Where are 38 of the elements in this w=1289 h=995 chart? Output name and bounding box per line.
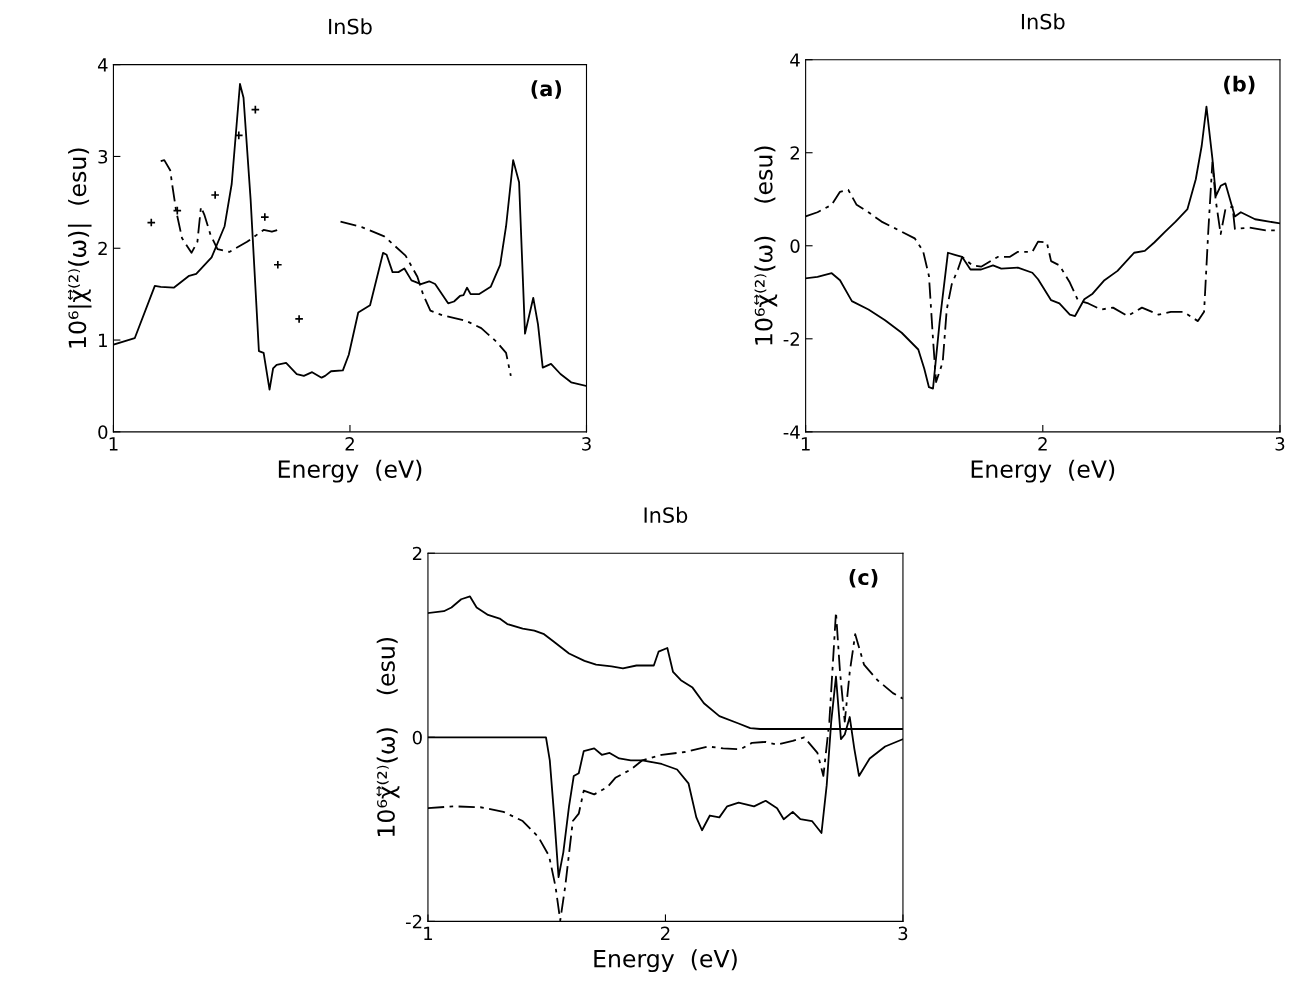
y-axis-title: 10⁶|χ⃡⁽²⁾(ω)| (esu) (67, 148, 92, 348)
x-tick-label: 1 (109, 437, 118, 451)
y-tick-label: 2 (790, 146, 799, 160)
y-tick-label: 0 (412, 730, 422, 745)
annotation: (c) (849, 568, 878, 588)
y-tick-label: 0 (98, 425, 108, 439)
x-tick-label: 3 (1275, 437, 1285, 451)
x-axis-title: Energy (eV) (971, 459, 1115, 483)
annotation: (b) (1224, 75, 1255, 95)
y-axis-title: 10⁶χ⃡⁽²⁾(ω) (esu) (754, 146, 778, 345)
x-tick-label: 3 (898, 926, 908, 941)
chart-title: InSb (644, 506, 688, 523)
y-tick-label: 0 (790, 239, 800, 253)
y-tick-label: -4 (783, 425, 800, 439)
x-axis-title: Energy (eV) (278, 459, 422, 483)
y-tick-label: 2 (412, 546, 422, 561)
y-tick-label: -2 (783, 332, 799, 346)
chart-title: InSb (329, 18, 372, 35)
x-tick-label: 2 (661, 926, 670, 940)
y-tick-label: -2 (405, 914, 422, 929)
point (294, 314, 304, 324)
y-tick-label: 3 (98, 149, 108, 164)
y-tick-label: 4 (97, 58, 108, 72)
y-tick-label: 4 (790, 53, 800, 67)
point (260, 212, 270, 222)
point (273, 260, 283, 270)
y-tick-label: 2 (98, 241, 107, 256)
x-axis-title: Energy (eV) (594, 949, 737, 973)
y-tick-label: 1 (99, 333, 107, 347)
x-tick-label: 2 (345, 437, 354, 451)
annotation: (a) (531, 80, 562, 99)
y-axis-title: 10⁶χ⃡⁽²⁾(ω) (esu) (376, 638, 400, 837)
x-tick-label: 2 (1038, 437, 1047, 451)
x-tick-label: 1 (424, 926, 433, 940)
x-tick-label: 3 (582, 437, 591, 451)
x-tick-label: 1 (801, 437, 810, 451)
point (210, 190, 220, 200)
chart-title: InSb (1021, 13, 1065, 30)
